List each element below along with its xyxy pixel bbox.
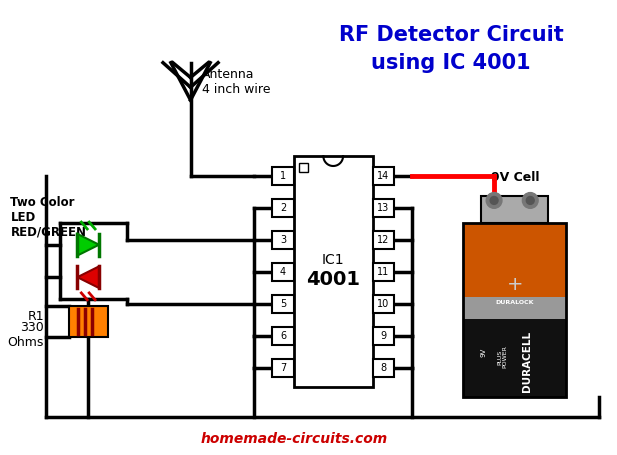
Text: RF Detector Circuit: RF Detector Circuit: [339, 25, 564, 46]
Circle shape: [523, 192, 538, 208]
Text: Two Color
LED
RED/GREEN: Two Color LED RED/GREEN: [10, 196, 86, 238]
Text: 9: 9: [380, 331, 386, 341]
Text: homemade-circuits.com: homemade-circuits.com: [201, 432, 387, 446]
Text: 1: 1: [280, 171, 286, 181]
Text: 5: 5: [280, 299, 286, 309]
Bar: [463, 297, 566, 318]
Text: Antenna
4 inch wire: Antenna 4 inch wire: [202, 68, 271, 96]
Text: 13: 13: [377, 203, 389, 213]
Bar: [272, 231, 294, 248]
Text: R1: R1: [27, 310, 44, 323]
Text: 4: 4: [280, 267, 286, 277]
Bar: [272, 295, 294, 313]
Text: 8: 8: [380, 363, 386, 373]
Circle shape: [486, 192, 502, 208]
Text: 9V Cell: 9V Cell: [491, 171, 539, 184]
Bar: [463, 223, 566, 397]
Circle shape: [526, 197, 534, 204]
Text: 330
Ohms: 330 Ohms: [7, 322, 44, 349]
Bar: [272, 327, 294, 344]
Text: IC1: IC1: [322, 253, 344, 267]
Bar: [272, 199, 294, 217]
Text: 14: 14: [377, 171, 389, 181]
Circle shape: [490, 197, 498, 204]
Text: 9V: 9V: [481, 347, 487, 357]
Text: 11: 11: [377, 267, 389, 277]
Text: PLUS
POWER: PLUS POWER: [497, 345, 508, 369]
Polygon shape: [77, 266, 99, 288]
Text: DURALOCK: DURALOCK: [495, 300, 534, 305]
Bar: [481, 196, 549, 223]
Text: 6: 6: [280, 331, 286, 341]
Bar: [272, 263, 294, 281]
Bar: [272, 167, 294, 185]
Text: 7: 7: [280, 363, 286, 373]
Bar: [463, 307, 566, 397]
Bar: [68, 306, 108, 337]
Text: 12: 12: [377, 235, 389, 245]
Text: 2: 2: [280, 203, 286, 213]
Polygon shape: [77, 234, 99, 256]
Text: DURACELL: DURACELL: [522, 331, 532, 392]
Bar: [294, 156, 373, 387]
Bar: [373, 295, 394, 313]
Text: 3: 3: [280, 235, 286, 245]
Text: 10: 10: [377, 299, 389, 309]
Bar: [373, 263, 394, 281]
Bar: [463, 223, 566, 397]
Bar: [299, 163, 308, 172]
Bar: [373, 167, 394, 185]
Bar: [373, 327, 394, 344]
Text: +: +: [507, 274, 523, 293]
Text: using IC 4001: using IC 4001: [371, 53, 531, 73]
Bar: [272, 359, 294, 377]
Bar: [373, 359, 394, 377]
Bar: [373, 199, 394, 217]
Text: 4001: 4001: [306, 270, 360, 289]
Bar: [373, 231, 394, 248]
